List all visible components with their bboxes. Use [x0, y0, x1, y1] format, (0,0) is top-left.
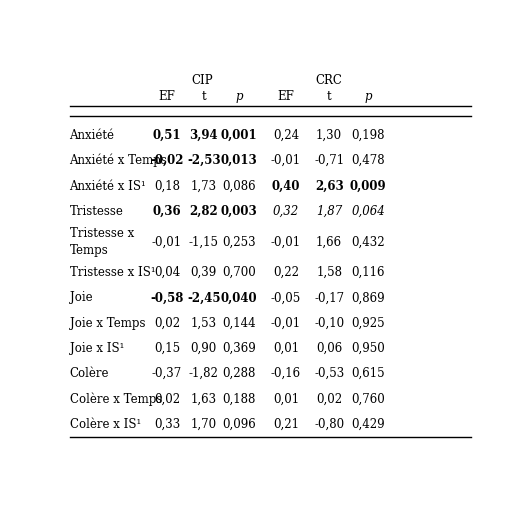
Text: 0,288: 0,288 — [222, 367, 255, 380]
Text: CIP: CIP — [191, 74, 213, 87]
Text: 2,63: 2,63 — [315, 180, 343, 192]
Text: 0,040: 0,040 — [220, 292, 257, 304]
Text: -0,05: -0,05 — [271, 292, 301, 304]
Text: 0,064: 0,064 — [351, 205, 385, 218]
Text: Joie: Joie — [69, 292, 92, 304]
Text: Temps: Temps — [69, 244, 108, 257]
Text: p: p — [235, 90, 243, 103]
Text: Tristesse x IS¹: Tristesse x IS¹ — [69, 266, 155, 279]
Text: -0,02: -0,02 — [150, 154, 183, 167]
Text: -0,10: -0,10 — [314, 316, 344, 330]
Text: 0,90: 0,90 — [191, 342, 217, 355]
Text: -2,53: -2,53 — [187, 154, 220, 167]
Text: -0,53: -0,53 — [314, 367, 344, 380]
Text: 0,18: 0,18 — [154, 180, 180, 192]
Text: 1,58: 1,58 — [316, 266, 342, 279]
Text: p: p — [365, 90, 372, 103]
Text: 0,02: 0,02 — [316, 393, 342, 405]
Text: 0,432: 0,432 — [351, 235, 385, 249]
Text: 0,086: 0,086 — [222, 180, 255, 192]
Text: -0,17: -0,17 — [314, 292, 344, 304]
Text: -0,80: -0,80 — [314, 418, 344, 431]
Text: 0,003: 0,003 — [220, 205, 257, 218]
Text: 0,013: 0,013 — [220, 154, 257, 167]
Text: 0,01: 0,01 — [273, 342, 299, 355]
Text: 0,615: 0,615 — [351, 367, 385, 380]
Text: -0,16: -0,16 — [271, 367, 301, 380]
Text: 0,36: 0,36 — [153, 205, 181, 218]
Text: -0,01: -0,01 — [271, 154, 301, 167]
Text: 0,869: 0,869 — [351, 292, 385, 304]
Text: 0,478: 0,478 — [351, 154, 385, 167]
Text: 2,82: 2,82 — [190, 205, 218, 218]
Text: 0,15: 0,15 — [154, 342, 180, 355]
Text: 0,950: 0,950 — [351, 342, 385, 355]
Text: 0,253: 0,253 — [222, 235, 255, 249]
Text: EF: EF — [158, 90, 175, 103]
Text: -0,71: -0,71 — [314, 154, 344, 167]
Text: Anxiété x IS¹: Anxiété x IS¹ — [69, 180, 146, 192]
Text: t: t — [327, 90, 331, 103]
Text: Colère x IS¹: Colère x IS¹ — [69, 418, 141, 431]
Text: 0,04: 0,04 — [154, 266, 180, 279]
Text: Joie x Temps: Joie x Temps — [69, 316, 145, 330]
Text: 1,30: 1,30 — [316, 129, 342, 142]
Text: 1,87: 1,87 — [316, 205, 342, 218]
Text: -0,58: -0,58 — [150, 292, 183, 304]
Text: 0,40: 0,40 — [272, 180, 301, 192]
Text: 0,144: 0,144 — [222, 316, 255, 330]
Text: Colère x Temps: Colère x Temps — [69, 392, 162, 406]
Text: Anxiété x Temps: Anxiété x Temps — [69, 154, 167, 167]
Text: -0,01: -0,01 — [271, 316, 301, 330]
Text: 1,70: 1,70 — [191, 418, 217, 431]
Text: 1,53: 1,53 — [191, 316, 217, 330]
Text: 1,63: 1,63 — [191, 393, 217, 405]
Text: 0,760: 0,760 — [351, 393, 385, 405]
Text: t: t — [201, 90, 206, 103]
Text: Colère: Colère — [69, 367, 109, 380]
Text: 0,369: 0,369 — [222, 342, 255, 355]
Text: 0,116: 0,116 — [351, 266, 385, 279]
Text: 0,21: 0,21 — [273, 418, 299, 431]
Text: 0,24: 0,24 — [273, 129, 299, 142]
Text: 0,51: 0,51 — [153, 129, 181, 142]
Text: 0,001: 0,001 — [220, 129, 257, 142]
Text: 0,188: 0,188 — [222, 393, 255, 405]
Text: -2,45: -2,45 — [187, 292, 220, 304]
Text: -1,82: -1,82 — [189, 367, 219, 380]
Text: 1,73: 1,73 — [191, 180, 217, 192]
Text: 0,01: 0,01 — [273, 393, 299, 405]
Text: 0,429: 0,429 — [351, 418, 385, 431]
Text: 0,198: 0,198 — [351, 129, 385, 142]
Text: 0,02: 0,02 — [154, 393, 180, 405]
Text: 0,02: 0,02 — [154, 316, 180, 330]
Text: -0,01: -0,01 — [152, 235, 182, 249]
Text: CRC: CRC — [316, 74, 342, 87]
Text: 0,096: 0,096 — [222, 418, 255, 431]
Text: 0,06: 0,06 — [316, 342, 342, 355]
Text: Tristesse: Tristesse — [69, 205, 123, 218]
Text: -0,01: -0,01 — [271, 235, 301, 249]
Text: 0,925: 0,925 — [351, 316, 385, 330]
Text: EF: EF — [278, 90, 295, 103]
Text: 0,32: 0,32 — [273, 205, 299, 218]
Text: 3,94: 3,94 — [190, 129, 218, 142]
Text: 0,22: 0,22 — [273, 266, 299, 279]
Text: 1,66: 1,66 — [316, 235, 342, 249]
Text: 0,39: 0,39 — [191, 266, 217, 279]
Text: -1,15: -1,15 — [189, 235, 219, 249]
Text: 0,33: 0,33 — [154, 418, 180, 431]
Text: -0,37: -0,37 — [152, 367, 182, 380]
Text: Joie x IS¹: Joie x IS¹ — [69, 342, 124, 355]
Text: Tristesse x: Tristesse x — [69, 227, 134, 240]
Text: 0,700: 0,700 — [222, 266, 255, 279]
Text: Anxiété: Anxiété — [69, 129, 114, 142]
Text: 0,009: 0,009 — [350, 180, 386, 192]
